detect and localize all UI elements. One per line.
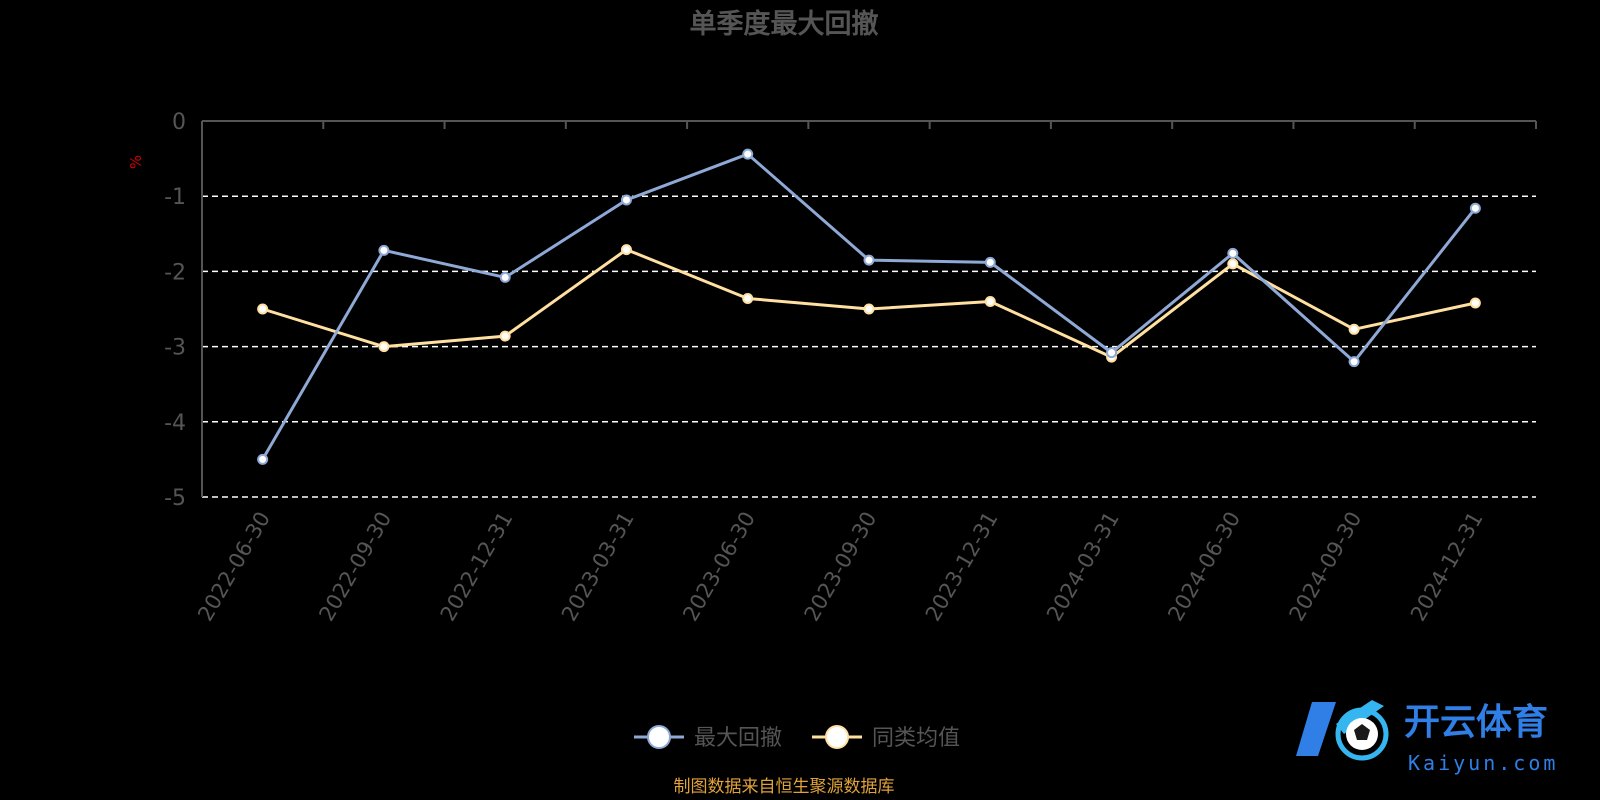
data-point[interactable] — [499, 330, 511, 342]
x-tick-label: 2022-06-30 — [193, 508, 275, 626]
series — [257, 148, 1481, 465]
data-point[interactable] — [1227, 258, 1239, 270]
x-tick-label: 2023-03-31 — [557, 508, 639, 626]
data-point[interactable] — [1348, 356, 1360, 368]
y-tick-label: -4 — [164, 411, 186, 436]
brand-name-cn: 开云体育 — [1404, 702, 1548, 743]
legend-marker — [825, 725, 849, 749]
data-point[interactable] — [984, 295, 996, 307]
y-tick-label: -5 — [164, 486, 186, 511]
data-point[interactable] — [1227, 247, 1239, 259]
y-tick-label: -2 — [164, 260, 186, 285]
brand-name-en: Kaiyun.com — [1408, 751, 1558, 775]
data-point[interactable] — [1348, 323, 1360, 335]
series-line — [262, 248, 1476, 359]
x-tick-label: 2024-09-30 — [1285, 508, 1367, 626]
legend[interactable]: 最大回撤 同类均值 — [634, 725, 960, 751]
data-point[interactable] — [742, 148, 754, 160]
y-tick-labels: 0 -1 -2 -3 -4 -5 — [164, 110, 186, 511]
y-axis-label: % — [127, 155, 145, 169]
x-tick-label: 2023-06-30 — [678, 508, 760, 626]
legend-label: 同类均值 — [872, 726, 960, 751]
x-tick-label: 2022-12-31 — [436, 508, 518, 626]
series-peer-average — [257, 244, 1481, 363]
x-tick-label: 2024-12-31 — [1406, 508, 1488, 626]
data-point[interactable] — [620, 194, 632, 206]
legend-label: 最大回撤 — [694, 726, 782, 751]
x-tick-label: 2024-06-30 — [1163, 508, 1245, 626]
data-point[interactable] — [257, 303, 269, 315]
data-point[interactable] — [1469, 202, 1481, 214]
x-tick-label: 2023-09-30 — [800, 508, 882, 626]
data-point[interactable] — [1469, 297, 1481, 309]
data-point[interactable] — [257, 453, 269, 465]
chart-title: 单季度最大回撤 — [690, 8, 879, 40]
x-tick-label: 2022-09-30 — [314, 507, 396, 625]
legend-item-peer-average[interactable]: 同类均值 — [812, 725, 960, 751]
legend-marker — [647, 725, 671, 749]
brand-watermark: 开云体育 Kaiyun.com — [1296, 700, 1558, 775]
axes — [201, 120, 1537, 497]
data-point[interactable] — [984, 256, 996, 268]
source-note: 制图数据来自恒生聚源数据库 — [674, 777, 895, 797]
x-tick-labels: 2022-06-30 2022-09-30 2022-12-31 2023-03-31… — [193, 507, 1488, 625]
data-point[interactable] — [863, 303, 875, 315]
legend-item-max-drawdown[interactable]: 最大回撤 — [634, 725, 782, 751]
x-tick-label: 2024-03-31 — [1042, 508, 1124, 626]
x-tick-label: 2023-12-31 — [921, 508, 1003, 626]
data-point[interactable] — [620, 244, 632, 256]
series-max-drawdown — [257, 148, 1481, 465]
data-point[interactable] — [378, 244, 390, 256]
y-tick-label: 0 — [172, 110, 186, 135]
grid — [202, 195, 1536, 498]
data-point[interactable] — [863, 254, 875, 266]
data-point[interactable] — [378, 341, 390, 353]
brand-logo-icon — [1296, 700, 1389, 761]
data-point[interactable] — [1106, 347, 1118, 359]
y-tick-label: -1 — [164, 185, 186, 210]
y-tick-label: -3 — [164, 336, 186, 361]
data-point[interactable] — [742, 292, 754, 304]
data-point[interactable] — [499, 271, 511, 283]
